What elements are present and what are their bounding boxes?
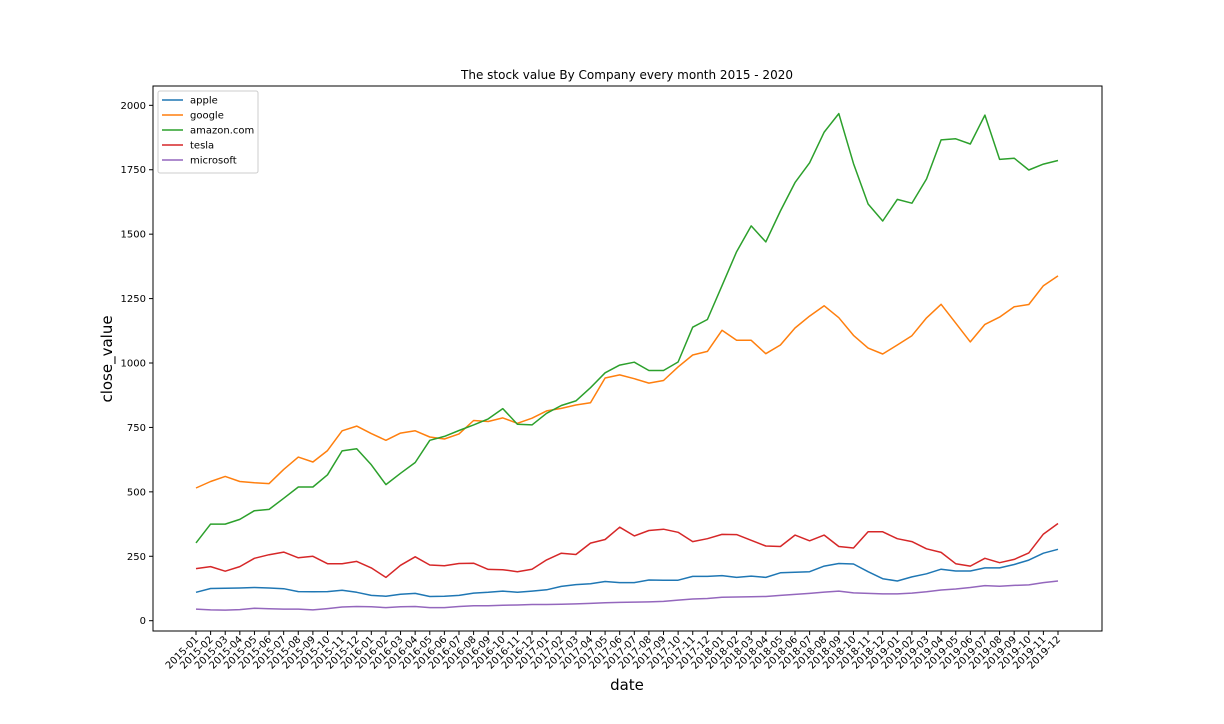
- x-axis: 2015-012015-022015-032015-042015-052015-…: [164, 631, 1063, 672]
- y-tick-label: 0: [140, 616, 146, 627]
- y-tick-label: 250: [127, 552, 146, 563]
- plot-area-frame: [152, 85, 1103, 632]
- chart-title: The stock value By Company every month 2…: [460, 68, 793, 82]
- y-tick-label: 1250: [121, 294, 146, 305]
- y-tick-label: 2000: [121, 101, 146, 112]
- y-axis: 0 250 500 750 1000 1250 1500 1750 2000: [121, 101, 153, 627]
- series-line-microsoft: [195, 580, 1059, 611]
- legend-label: apple: [190, 96, 218, 107]
- y-tick-label: 1750: [121, 165, 146, 176]
- legend-label: google: [190, 111, 224, 122]
- legend-box: [157, 90, 259, 174]
- legend: apple google amazon.com tesla microsoft: [157, 90, 259, 174]
- series-line-tesla: [195, 522, 1059, 579]
- x-axis-title: date: [610, 676, 644, 694]
- y-tick-label: 750: [127, 423, 146, 434]
- legend-label: tesla: [190, 141, 214, 152]
- legend-label: microsoft: [190, 156, 237, 167]
- series-line-google: [195, 275, 1059, 489]
- series-layer: [195, 112, 1059, 611]
- y-tick-label: 1000: [121, 359, 146, 370]
- series-line-amazon-com: [195, 112, 1059, 544]
- y-tick-label: 500: [127, 487, 146, 498]
- y-axis-title: close_value: [98, 315, 117, 402]
- y-tick-label: 1500: [121, 230, 146, 241]
- series-line-apple: [195, 548, 1059, 598]
- legend-label: amazon.com: [190, 126, 254, 137]
